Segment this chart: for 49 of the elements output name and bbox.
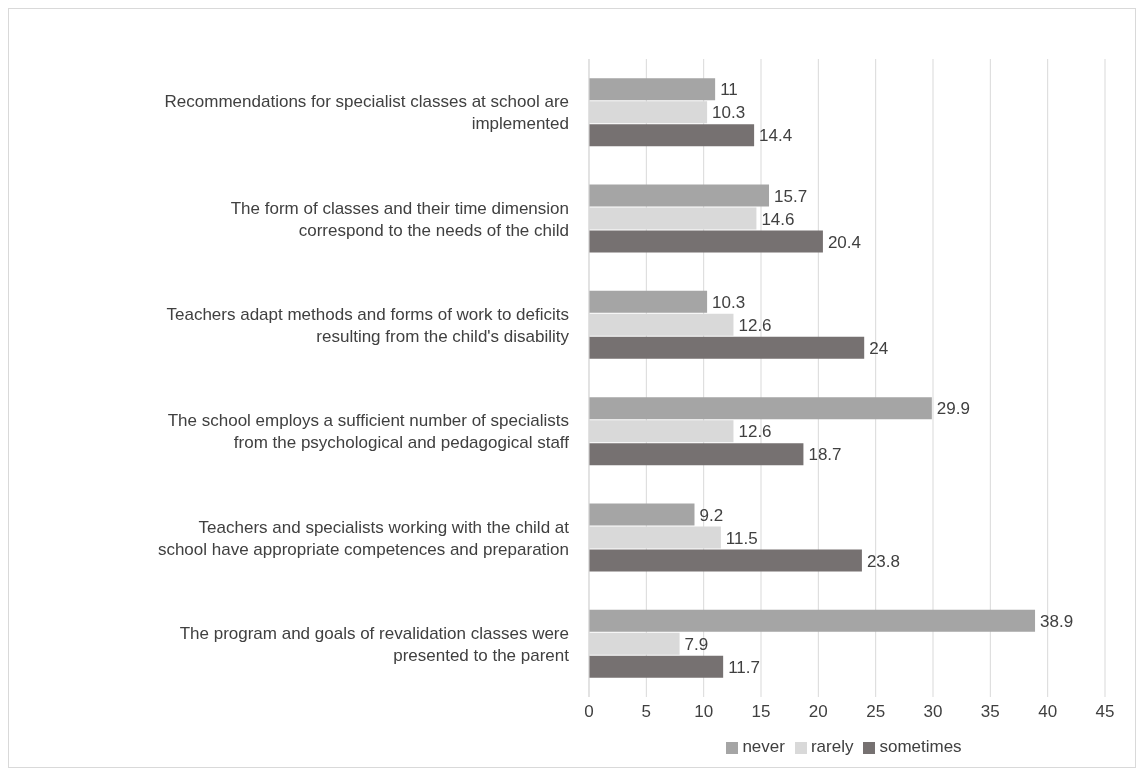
x-tick-label: 45 <box>1095 702 1115 722</box>
x-tick-label: 15 <box>751 702 771 722</box>
data-label: 12.6 <box>738 315 772 335</box>
data-label: 38.9 <box>1040 611 1074 631</box>
data-label: 11 <box>720 80 738 100</box>
bar <box>589 609 1036 632</box>
x-tick-label: 25 <box>866 702 886 722</box>
legend-label: rarely <box>810 737 854 756</box>
x-tick-label: 20 <box>808 702 828 722</box>
legend-label: never <box>742 737 785 756</box>
bar <box>589 336 865 359</box>
bar <box>589 78 716 101</box>
bar <box>589 124 755 147</box>
y-tick-label: The form of classes and their time dimension correspond to the needs of the child <box>230 198 569 239</box>
data-label: 11.5 <box>725 528 758 548</box>
data-label: 7.9 <box>684 634 709 654</box>
bar <box>589 655 724 678</box>
data-label: 15.7 <box>774 186 808 206</box>
legend-label: sometimes <box>879 737 962 756</box>
bar <box>589 184 770 207</box>
bar <box>589 503 695 526</box>
data-label: 10.3 <box>712 292 746 312</box>
data-label: 14.6 <box>761 209 795 229</box>
data-label: 12.6 <box>738 422 772 442</box>
bar <box>589 443 804 466</box>
data-label: 9.2 <box>699 505 724 525</box>
data-label: 10.3 <box>712 103 746 123</box>
y-tick-label: Teachers and specialists working with the child at school have appropriate competences and preparation <box>157 517 570 558</box>
data-label: 20.4 <box>827 232 862 252</box>
y-tick-label: Teachers adapt methods and forms of work to deficits resulting from the child's disability <box>166 304 570 346</box>
x-tick-label: 0 <box>584 702 594 722</box>
data-label: 11.7 <box>728 657 760 677</box>
data-label: 23.8 <box>866 551 900 571</box>
y-tick-label: Recommendations for specialist classes at school are implemented <box>164 91 569 133</box>
y-tick-label: The program and goals of revalidation classes were presented to the parent <box>179 623 570 665</box>
x-tick-label: 35 <box>980 702 1000 722</box>
x-tick-label: 40 <box>1038 702 1058 722</box>
bar <box>589 290 708 313</box>
data-label: 24 <box>869 338 889 358</box>
bar <box>589 397 932 420</box>
x-tick-label: 10 <box>694 702 714 722</box>
y-tick-label: The school employs a sufficient number of specialists from the psychological and pedagogical staff <box>167 410 570 452</box>
x-tick-label: 5 <box>641 702 652 722</box>
x-tick-label: 30 <box>923 702 943 722</box>
data-label: 14.4 <box>759 126 793 146</box>
data-label: 29.9 <box>936 399 970 419</box>
data-label: 18.7 <box>808 445 842 465</box>
bar <box>589 549 862 572</box>
bar <box>589 230 823 253</box>
